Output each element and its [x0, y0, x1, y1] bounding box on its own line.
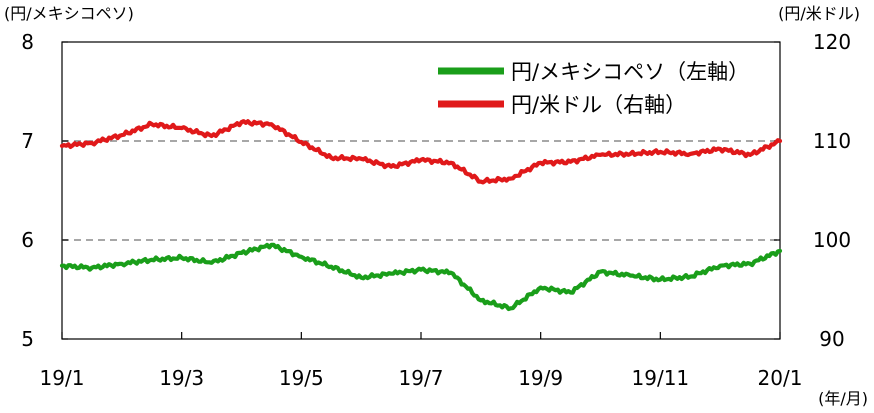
legend-label-usd: 円/米ドル（右軸） — [511, 93, 686, 117]
left-axis-unit: (円/メキシコペソ) — [4, 4, 134, 23]
left-tick-label: 5 — [21, 327, 34, 351]
series-line-peso — [59, 242, 783, 312]
left-tick-label: 7 — [21, 129, 34, 153]
right-tick-label: 90 — [819, 327, 844, 351]
series-line-usd — [59, 119, 783, 185]
x-tick-label: 20/1 — [758, 366, 803, 390]
x-tick-label: 19/1 — [40, 366, 85, 390]
x-tick-label: 19/11 — [632, 366, 690, 390]
right-tick-label: 100 — [813, 228, 851, 252]
plot-area — [61, 41, 781, 340]
label-layer: 19/1 19/3 19/5 19/7 19/9 19/11 20/1 5 6 7 8 90 100 11… — [21, 30, 851, 390]
right-tick-label: 110 — [813, 129, 851, 153]
x-tick-label: 19/5 — [279, 366, 324, 390]
x-tick-label: 19/3 — [159, 366, 204, 390]
left-tick-label: 6 — [21, 228, 34, 252]
left-tick-label: 8 — [21, 30, 34, 54]
x-tick-label: 19/9 — [518, 366, 563, 390]
right-tick-label: 120 — [813, 30, 851, 54]
right-axis-unit: (円/米ドル) — [778, 4, 860, 23]
x-tick-label: 19/7 — [399, 366, 444, 390]
legend: 円/メキシコペソ（左軸） 円/米ドル（右軸） — [438, 60, 749, 117]
legend-label-peso: 円/メキシコペソ（左軸） — [511, 60, 749, 84]
x-axis-unit: (年/月) — [818, 389, 868, 408]
series-layer — [59, 119, 783, 312]
